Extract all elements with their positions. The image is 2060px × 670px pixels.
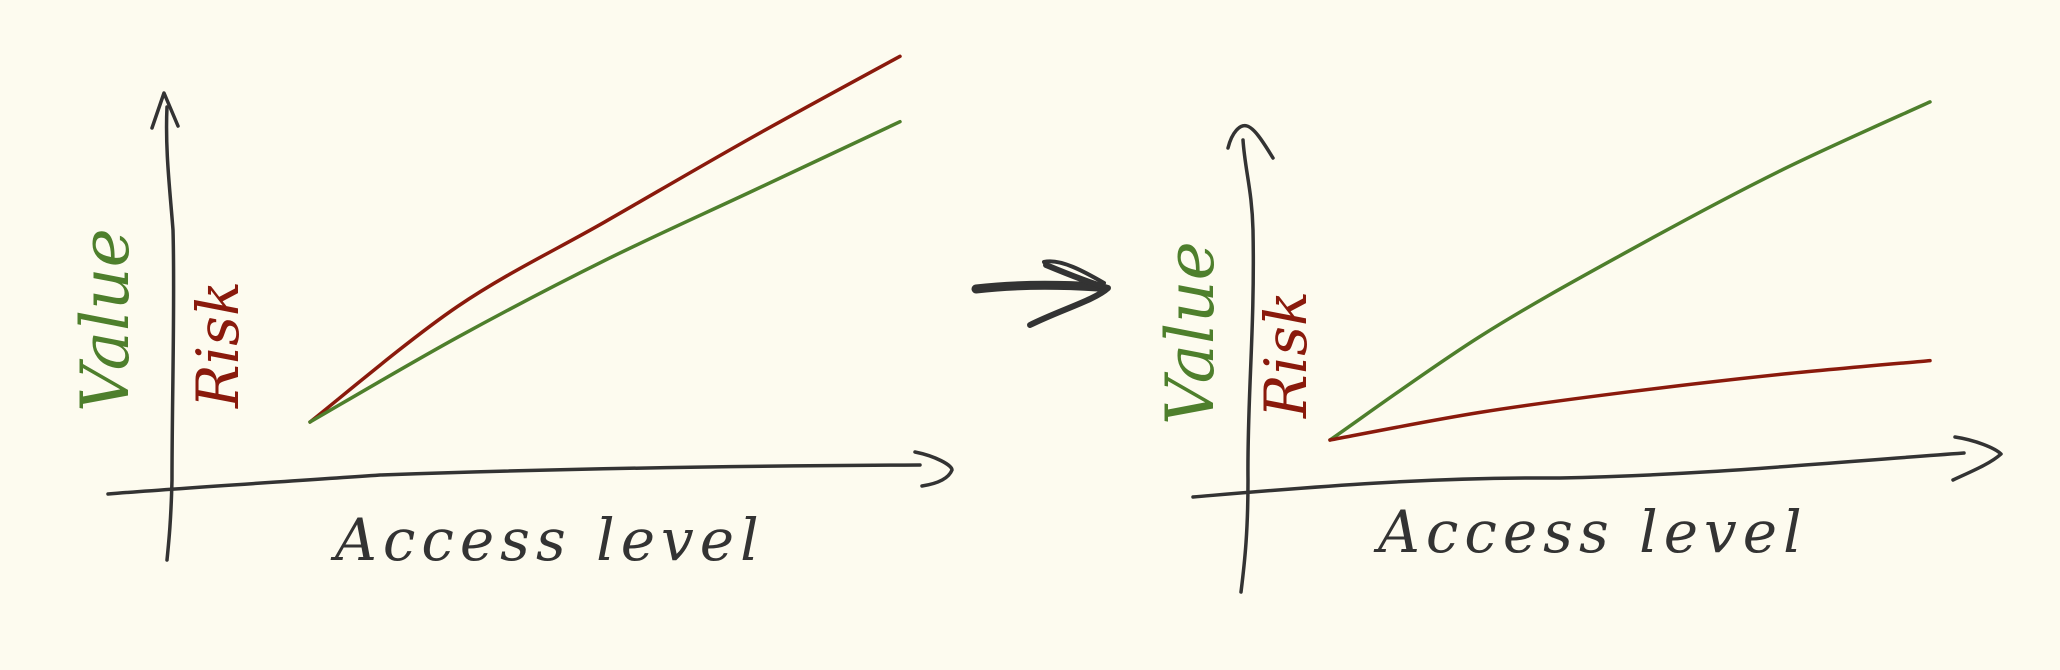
x-axis-label: Access level	[330, 506, 765, 574]
chart-after: Value Risk Access level	[1152, 100, 2003, 594]
y-axis-arrowhead	[150, 91, 180, 130]
value-line	[308, 119, 902, 424]
risk-line	[308, 54, 902, 424]
y-axis-arrowhead	[1226, 123, 1275, 160]
chart-before: Value Risk Access level	[67, 54, 954, 574]
value-line	[1328, 100, 1932, 442]
y-axis-label-value: Value	[67, 228, 144, 412]
y-axis	[1239, 138, 1256, 594]
x-axis	[106, 463, 922, 496]
risk-line	[1328, 358, 1932, 442]
y-axis-label-risk: Risk	[1252, 291, 1320, 419]
x-axis-label: Access level	[1373, 498, 1808, 566]
x-axis-arrowhead	[1951, 435, 2003, 482]
transition-arrow-icon	[971, 259, 1111, 328]
y-axis-label-value: Value	[1152, 241, 1229, 425]
x-axis	[1191, 451, 1966, 499]
y-axis-label-risk: Risk	[184, 281, 252, 409]
x-axis-arrowhead	[913, 450, 954, 488]
y-axis	[164, 105, 176, 562]
